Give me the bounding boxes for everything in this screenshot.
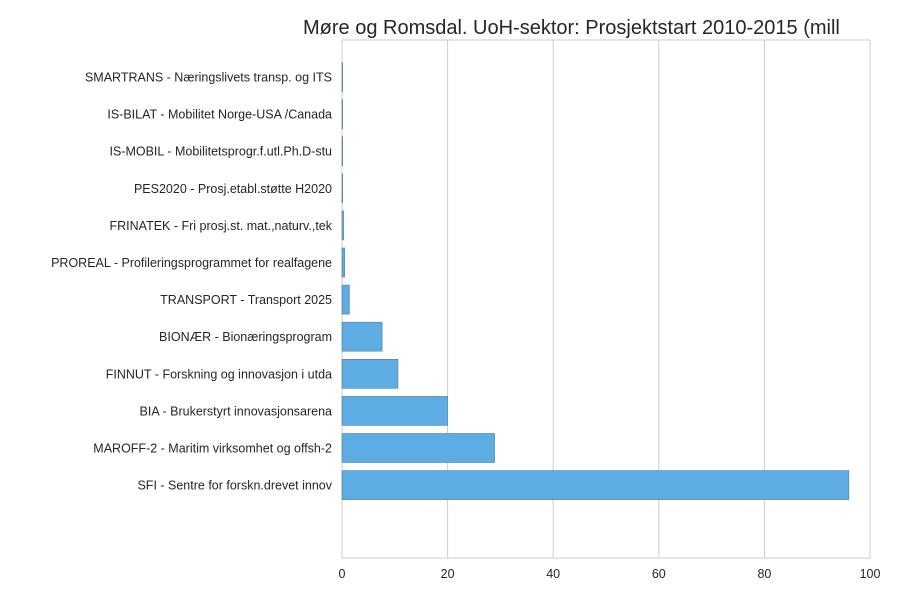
- bar: [341, 433, 495, 463]
- category-label: BIA - Brukerstyrt innovasjonsarena: [140, 404, 332, 418]
- x-tick-labels: 0 20 40 60 80 100: [339, 567, 881, 581]
- bar: [341, 358, 399, 389]
- bars: [341, 62, 850, 500]
- category-label: SMARTRANS - Næringslivets transp. og ITS: [85, 71, 332, 85]
- chart-title: Møre og Romsdal. UoH-sektor: Prosjektsta…: [303, 17, 840, 39]
- x-tick-label: 100: [860, 567, 881, 581]
- category-label: FINNUT - Forskning og innovasjon i utda: [106, 367, 332, 381]
- category-label: MAROFF-2 - Maritim virksomhet og offsh-2: [93, 442, 332, 456]
- category-label: TRANSPORT - Transport 2025: [160, 293, 332, 307]
- category-label: PES2020 - Prosj.etabl.støtte H2020: [134, 182, 332, 196]
- bar: [341, 284, 350, 315]
- x-tick-label: 20: [441, 567, 455, 581]
- x-tick-label: 0: [339, 567, 346, 581]
- x-tick-label: 80: [757, 567, 771, 581]
- bar: [341, 173, 343, 204]
- category-label: PROREAL - Profileringsprogrammet for rea…: [51, 256, 332, 270]
- category-label: IS-MOBIL - Mobilitetsprogr.f.utl.Ph.D-st…: [109, 145, 332, 159]
- category-label: SFI - Sentre for forskn.drevet innov: [137, 479, 332, 493]
- category-labels: SMARTRANS - Næringslivets transp. og ITS…: [51, 71, 333, 493]
- bar: [341, 470, 850, 500]
- x-tick-label: 40: [546, 567, 560, 581]
- bar: [341, 62, 343, 92]
- category-label: BIONÆR - Bionæringsprogram: [159, 330, 332, 344]
- category-label: FRINATEK - Fri prosj.st. mat.,naturv.,te…: [110, 219, 333, 233]
- bar: [341, 396, 448, 426]
- category-label: IS-BILAT - Mobilitet Norge-USA /Canada: [107, 108, 332, 122]
- bar: [341, 247, 345, 278]
- bar: [341, 99, 343, 129]
- x-tick-label: 60: [652, 567, 666, 581]
- bar: [341, 136, 343, 166]
- bar: [341, 321, 383, 352]
- bar: [341, 210, 344, 241]
